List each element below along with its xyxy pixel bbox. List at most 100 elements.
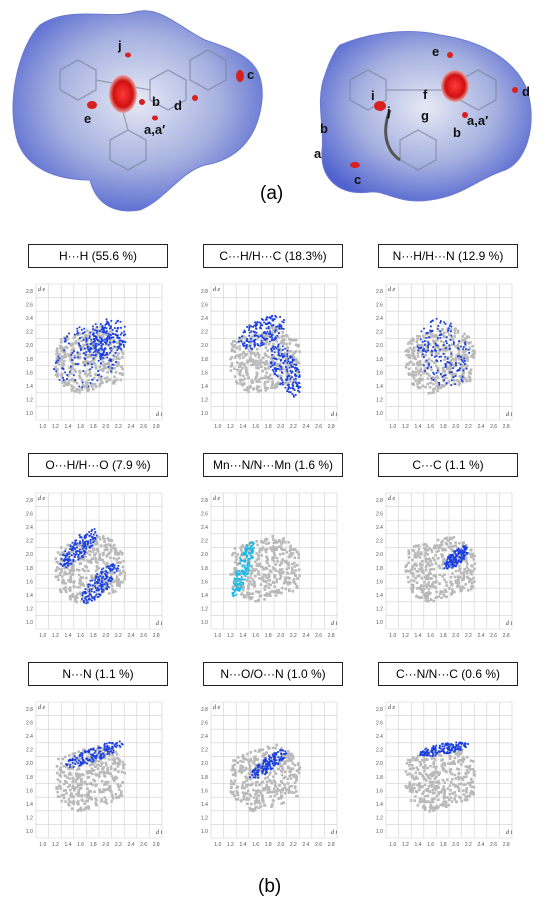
x-tick-label: 1.6 — [427, 633, 434, 639]
x-tick-label: 2.8 — [153, 842, 160, 848]
y-tick-label: 1.8 — [201, 775, 208, 781]
fingerprint-grey-region — [404, 536, 477, 603]
x-tick-label: 1.0 — [389, 842, 396, 848]
y-tick-label: 1.2 — [201, 816, 208, 822]
y-tick-label: 1.4 — [376, 802, 383, 808]
y-tick-label: 1.2 — [201, 607, 208, 613]
y-tick-label: 1.4 — [26, 593, 33, 599]
fingerprint-plot: 1.0 1.0 1.2 1.2 1.4 1.4 1.6 1.6 1.8 1.8 2.0 2.0 2.2 2… — [193, 487, 343, 647]
surface-label: e — [432, 44, 440, 59]
y-tick-label: 2.0 — [26, 761, 33, 767]
x-tick-label: 1.6 — [427, 842, 434, 848]
y-axis-label: d e — [38, 496, 46, 502]
fingerprint-highlight-region — [419, 741, 469, 757]
x-tick-label: 1.4 — [65, 842, 72, 848]
x-tick-label: 2.2 — [115, 424, 122, 430]
fingerprint-highlight-region — [416, 317, 470, 386]
y-tick-label: 1.0 — [201, 829, 208, 835]
x-tick-label: 1.0 — [39, 424, 46, 430]
x-tick-label: 1.6 — [252, 424, 259, 430]
fingerprint-plot: 1.0 1.0 1.2 1.2 1.4 1.4 1.6 1.6 1.8 1.8 2.0 2.0 2.2 2… — [193, 696, 343, 856]
fingerprint-highlight-region — [59, 528, 120, 605]
x-tick-label: 2.0 — [452, 424, 459, 430]
x-tick-label: 1.4 — [65, 633, 72, 639]
y-tick-label: 2.8 — [201, 289, 208, 295]
fingerprint-plot: 1.0 1.0 1.2 1.2 1.4 1.4 1.6 1.6 1.8 1.8 2.0 2.0 2.2 2… — [368, 278, 518, 438]
x-tick-label: 1.0 — [389, 424, 396, 430]
x-tick-label: 1.2 — [402, 633, 409, 639]
y-tick-label: 1.6 — [26, 579, 33, 585]
y-tick-label: 2.6 — [376, 511, 383, 517]
x-tick-label: 1.6 — [77, 424, 84, 430]
fingerprint-plot: 1.0 1.0 1.2 1.2 1.4 1.4 1.6 1.6 1.8 1.8 2.0 2.0 2.2 2… — [368, 487, 518, 647]
x-tick-label: 1.4 — [240, 842, 247, 848]
x-tick-label: 1.4 — [415, 424, 422, 430]
x-tick-label: 2.8 — [328, 842, 335, 848]
y-tick-label: 1.2 — [201, 398, 208, 404]
y-tick-label: 1.0 — [201, 620, 208, 626]
y-tick-label: 2.6 — [376, 720, 383, 726]
hirshfeld-surface-left — [12, 10, 263, 212]
y-tick-label: 2.4 — [201, 525, 208, 531]
y-tick-label: 1.4 — [376, 384, 383, 390]
x-tick-label: 1.2 — [52, 424, 59, 430]
y-tick-label: 2.0 — [26, 552, 33, 558]
y-tick-label: 1.2 — [376, 607, 383, 613]
surface-label: a — [314, 146, 322, 161]
y-axis-label: d e — [388, 496, 396, 502]
y-tick-label: 1.2 — [26, 398, 33, 404]
y-tick-label: 1.2 — [376, 816, 383, 822]
x-tick-label: 1.2 — [227, 842, 234, 848]
x-tick-label: 2.2 — [115, 633, 122, 639]
x-tick-label: 2.4 — [303, 842, 310, 848]
surface-label: a,a′ — [144, 122, 166, 137]
fingerprint-highlight-region — [238, 315, 301, 398]
y-axis-label: d e — [388, 705, 396, 711]
y-tick-label: 2.4 — [26, 316, 33, 322]
y-tick-label: 2.0 — [376, 552, 383, 558]
x-tick-label: 1.2 — [402, 424, 409, 430]
x-tick-label: 2.6 — [140, 633, 147, 639]
y-tick-label: 2.0 — [376, 761, 383, 767]
x-tick-label: 2.6 — [315, 424, 322, 430]
panel-label-b: (b) — [258, 876, 282, 897]
y-tick-label: 2.2 — [201, 330, 208, 336]
x-tick-label: 1.0 — [389, 633, 396, 639]
y-tick-label: 1.4 — [201, 593, 208, 599]
x-tick-label: 2.6 — [490, 842, 497, 848]
x-tick-label: 2.4 — [128, 633, 135, 639]
x-tick-label: 2.2 — [465, 424, 472, 430]
x-tick-label: 2.2 — [290, 842, 297, 848]
x-tick-label: 2.6 — [140, 424, 147, 430]
x-tick-label: 2.0 — [277, 424, 284, 430]
x-tick-label: 2.8 — [328, 633, 335, 639]
fingerprint-grey-region — [229, 743, 302, 813]
fingerprint-caption: N···O/O···N (1.0 %) — [203, 662, 343, 686]
x-tick-label: 2.2 — [115, 842, 122, 848]
surface-label: b — [453, 125, 461, 140]
y-tick-label: 1.6 — [376, 788, 383, 794]
x-tick-label: 1.6 — [427, 424, 434, 430]
panel-label-a: (a) — [260, 183, 284, 204]
x-tick-label: 1.0 — [214, 424, 221, 430]
surface-label: d — [522, 84, 530, 99]
y-tick-label: 2.6 — [26, 511, 33, 517]
y-tick-label: 2.2 — [26, 330, 33, 336]
fingerprint-caption: N···H/H···N (12.9 %) — [378, 244, 518, 268]
y-tick-label: 2.4 — [26, 525, 33, 531]
y-tick-label: 2.8 — [201, 498, 208, 504]
x-tick-label: 1.2 — [227, 633, 234, 639]
y-tick-label: 2.0 — [201, 761, 208, 767]
x-axis-label: d i — [506, 830, 513, 836]
x-axis-label: d i — [506, 621, 513, 627]
fingerprint-plot: 1.0 1.0 1.2 1.2 1.4 1.4 1.6 1.6 1.8 1.8 2.0 2.0 2.2 2… — [18, 487, 168, 647]
fingerprint-caption: Mn···N/N···Mn (1.6 %) — [203, 453, 343, 477]
x-axis-label: d i — [156, 830, 163, 836]
y-tick-label: 2.8 — [376, 289, 383, 295]
fingerprint-highlight-region — [443, 545, 469, 570]
x-tick-label: 2.6 — [490, 633, 497, 639]
x-tick-label: 1.2 — [52, 842, 59, 848]
x-tick-label: 2.0 — [452, 842, 459, 848]
surface-label: d — [174, 98, 182, 113]
x-tick-label: 1.2 — [227, 424, 234, 430]
